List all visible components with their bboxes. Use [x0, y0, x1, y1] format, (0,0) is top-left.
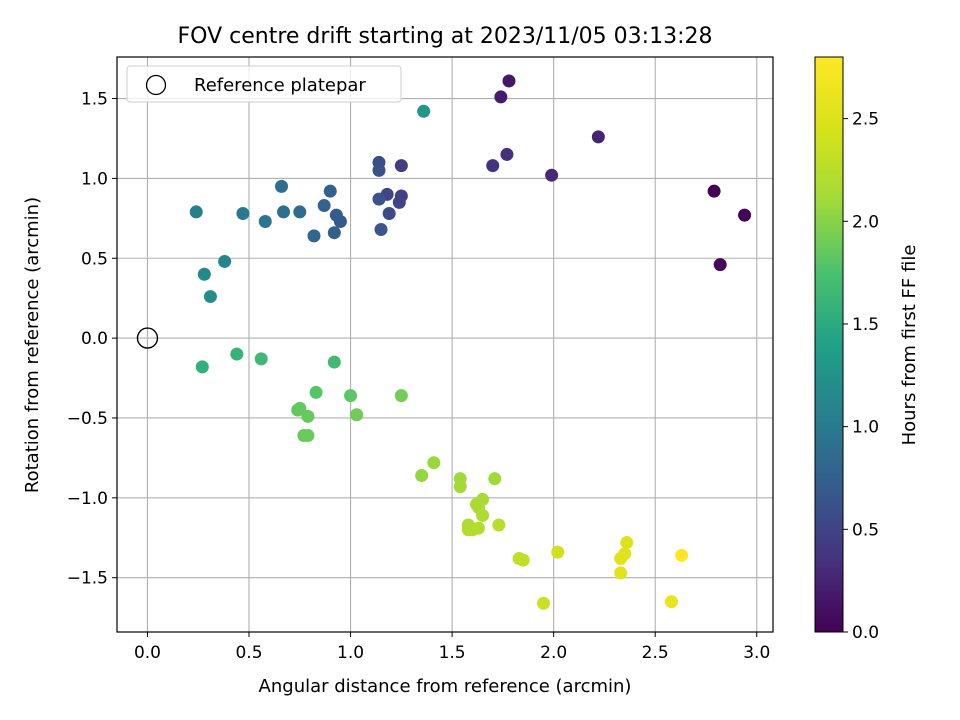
y-axis-ticks: −1.5 −1.0 −0.5 0.0 0.5 1.0 1.5: [67, 90, 117, 589]
x-tick-label: 3.0: [743, 643, 770, 663]
data-point: [537, 596, 551, 610]
data-point: [516, 553, 530, 567]
colorbar-tick-label: 0.0: [852, 623, 879, 643]
data-point: [486, 159, 500, 173]
data-point: [277, 205, 291, 219]
data-point: [500, 147, 514, 161]
data-point: [372, 192, 386, 206]
y-tick-label: −1.0: [67, 489, 108, 509]
data-point: [203, 290, 217, 304]
y-tick-label: −1.5: [67, 569, 108, 589]
chart-title: FOV centre drift starting at 2023/11/05 …: [178, 24, 713, 49]
data-point: [195, 360, 209, 374]
data-point: [502, 74, 516, 88]
data-point: [492, 518, 506, 532]
colorbar-ticks: 0.0 0.5 1.0 1.5 2.0 2.5: [843, 110, 879, 643]
data-point: [472, 521, 486, 535]
data-point: [476, 508, 490, 522]
data-point: [197, 267, 211, 281]
data-point: [329, 208, 343, 222]
data-point: [301, 429, 315, 443]
data-point: [382, 207, 396, 221]
y-tick-label: 1.0: [81, 169, 108, 189]
data-point: [350, 408, 364, 422]
x-tick-label: 2.5: [642, 643, 669, 663]
colorbar-label: Hours from first FF file: [899, 245, 920, 446]
data-points: [136, 74, 752, 610]
reference-platepar-marker: [136, 327, 159, 349]
x-tick-label: 0.5: [235, 643, 262, 663]
y-tick-label: 0.0: [81, 329, 108, 349]
data-point: [614, 552, 628, 566]
data-point: [394, 159, 408, 173]
plot-frame: [116, 56, 774, 633]
colorbar: 0.0 0.5 1.0 1.5 2.0 2.5 Hours from first FF f…: [814, 56, 920, 643]
legend-label: Reference platepar: [194, 75, 366, 96]
data-point: [327, 226, 341, 240]
data-point: [236, 207, 250, 221]
colorbar-tick-label: 0.5: [852, 520, 879, 540]
legend: Reference platepar: [126, 65, 402, 103]
data-point: [309, 385, 323, 399]
data-point: [323, 184, 337, 198]
data-point: [713, 258, 727, 272]
x-tick-label: 1.5: [439, 643, 466, 663]
data-point: [189, 205, 203, 219]
data-point: [392, 195, 406, 209]
data-point: [620, 536, 634, 550]
data-point: [415, 468, 429, 482]
data-point: [230, 347, 244, 361]
x-tick-label: 1.0: [337, 643, 364, 663]
data-point: [327, 355, 341, 369]
data-point: [307, 229, 321, 243]
colorbar-gradient: [814, 56, 844, 633]
y-axis-label: Rotation from reference (arcmin): [22, 197, 43, 493]
data-point: [488, 472, 502, 486]
y-tick-label: 0.5: [81, 249, 108, 269]
data-point: [293, 401, 307, 415]
data-point: [218, 254, 232, 268]
data-point: [545, 168, 559, 182]
data-point: [293, 205, 307, 219]
data-point: [258, 215, 272, 229]
colorbar-tick-label: 1.0: [852, 418, 879, 438]
colorbar-tick-label: 1.5: [852, 315, 879, 335]
data-point: [614, 566, 628, 580]
data-point: [591, 130, 605, 144]
data-point: [453, 480, 467, 494]
data-point: [494, 90, 508, 104]
y-tick-label: −0.5: [67, 409, 108, 429]
data-point: [275, 179, 289, 193]
legend-reference-marker: [145, 74, 167, 96]
x-axis-ticks: 0.0 0.5 1.0 1.5 2.0 2.5 3.0: [134, 632, 770, 663]
y-tick-label: 1.5: [81, 90, 108, 110]
data-point: [254, 352, 268, 366]
data-point: [417, 104, 431, 118]
x-axis-label: Angular distance from reference (arcmin): [259, 676, 632, 697]
data-point: [664, 595, 678, 609]
data-point: [707, 184, 721, 198]
x-tick-label: 2.0: [540, 643, 567, 663]
x-tick-label: 0.0: [134, 643, 161, 663]
colorbar-tick-label: 2.5: [852, 110, 879, 130]
grid-lines: [117, 57, 773, 632]
data-point: [551, 545, 565, 559]
legend-box: [126, 65, 402, 103]
data-point: [317, 199, 331, 213]
data-point: [372, 163, 386, 177]
data-point: [427, 456, 441, 470]
colorbar-tick-label: 2.0: [852, 212, 879, 232]
data-point: [301, 409, 315, 423]
data-point: [394, 389, 408, 403]
data-point: [344, 389, 358, 403]
data-point: [675, 548, 689, 562]
data-point: [374, 223, 388, 236]
data-point: [738, 208, 752, 222]
